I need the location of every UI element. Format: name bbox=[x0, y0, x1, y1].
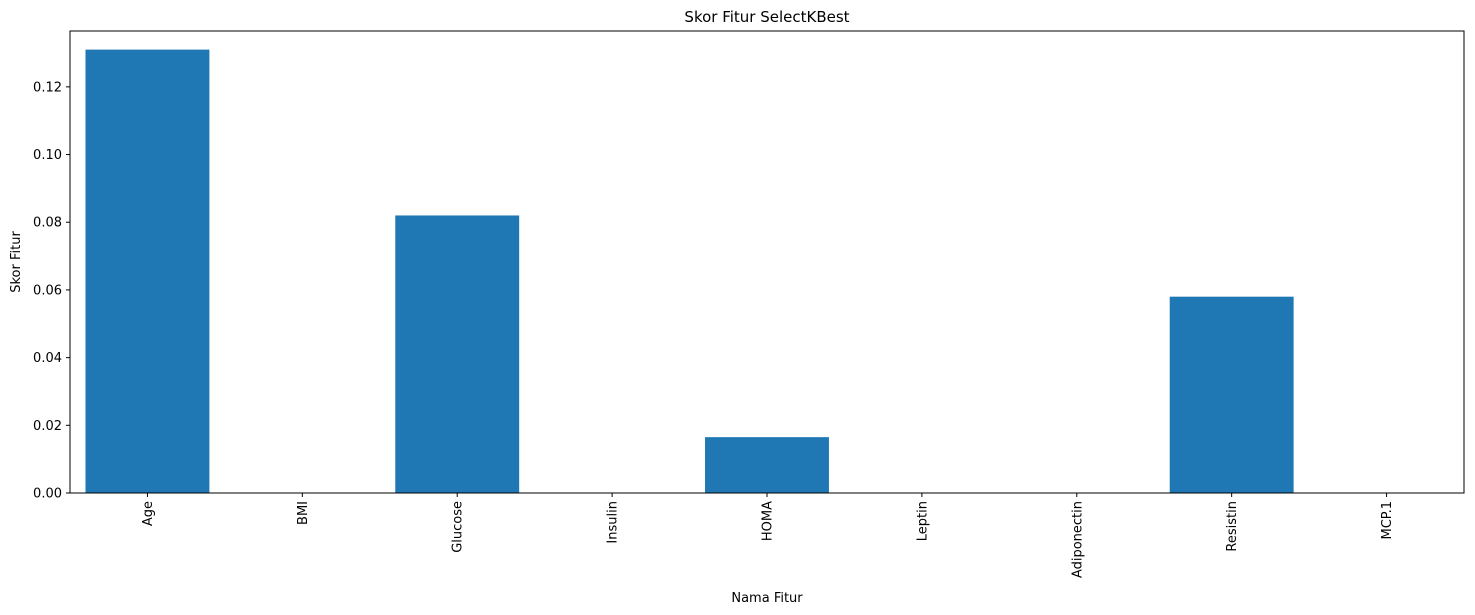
x-tick-label: Insulin bbox=[606, 501, 621, 544]
x-tick-label: Age bbox=[141, 501, 156, 526]
x-tick-label: BMI bbox=[296, 501, 311, 525]
y-tick-label: 0.10 bbox=[33, 148, 62, 163]
bar-homa bbox=[705, 437, 829, 493]
y-tick-label: 0.06 bbox=[33, 283, 62, 298]
y-tick-label: 0.12 bbox=[33, 80, 62, 95]
x-tick-label: Leptin bbox=[915, 501, 930, 541]
x-tick-label: MCP.1 bbox=[1380, 501, 1395, 540]
x-tick-label: Resistin bbox=[1225, 501, 1240, 552]
x-tick-label: Adiponectin bbox=[1070, 501, 1085, 578]
x-axis-label: Nama Fitur bbox=[731, 591, 803, 606]
bar-glucose bbox=[395, 215, 520, 493]
x-tick-label: Glucose bbox=[451, 501, 466, 553]
bar-resistin bbox=[1169, 296, 1294, 493]
y-tick-label: 0.04 bbox=[33, 351, 62, 366]
bar-age bbox=[85, 49, 210, 494]
y-axis-label: Skor Fitur bbox=[9, 231, 24, 293]
chart-title: Skor Fitur SelectKBest bbox=[684, 8, 849, 26]
y-tick-label: 0.00 bbox=[33, 487, 62, 502]
y-tick-label: 0.02 bbox=[33, 419, 62, 434]
x-tick-label: HOMA bbox=[761, 501, 776, 541]
y-tick-label: 0.08 bbox=[33, 216, 62, 231]
